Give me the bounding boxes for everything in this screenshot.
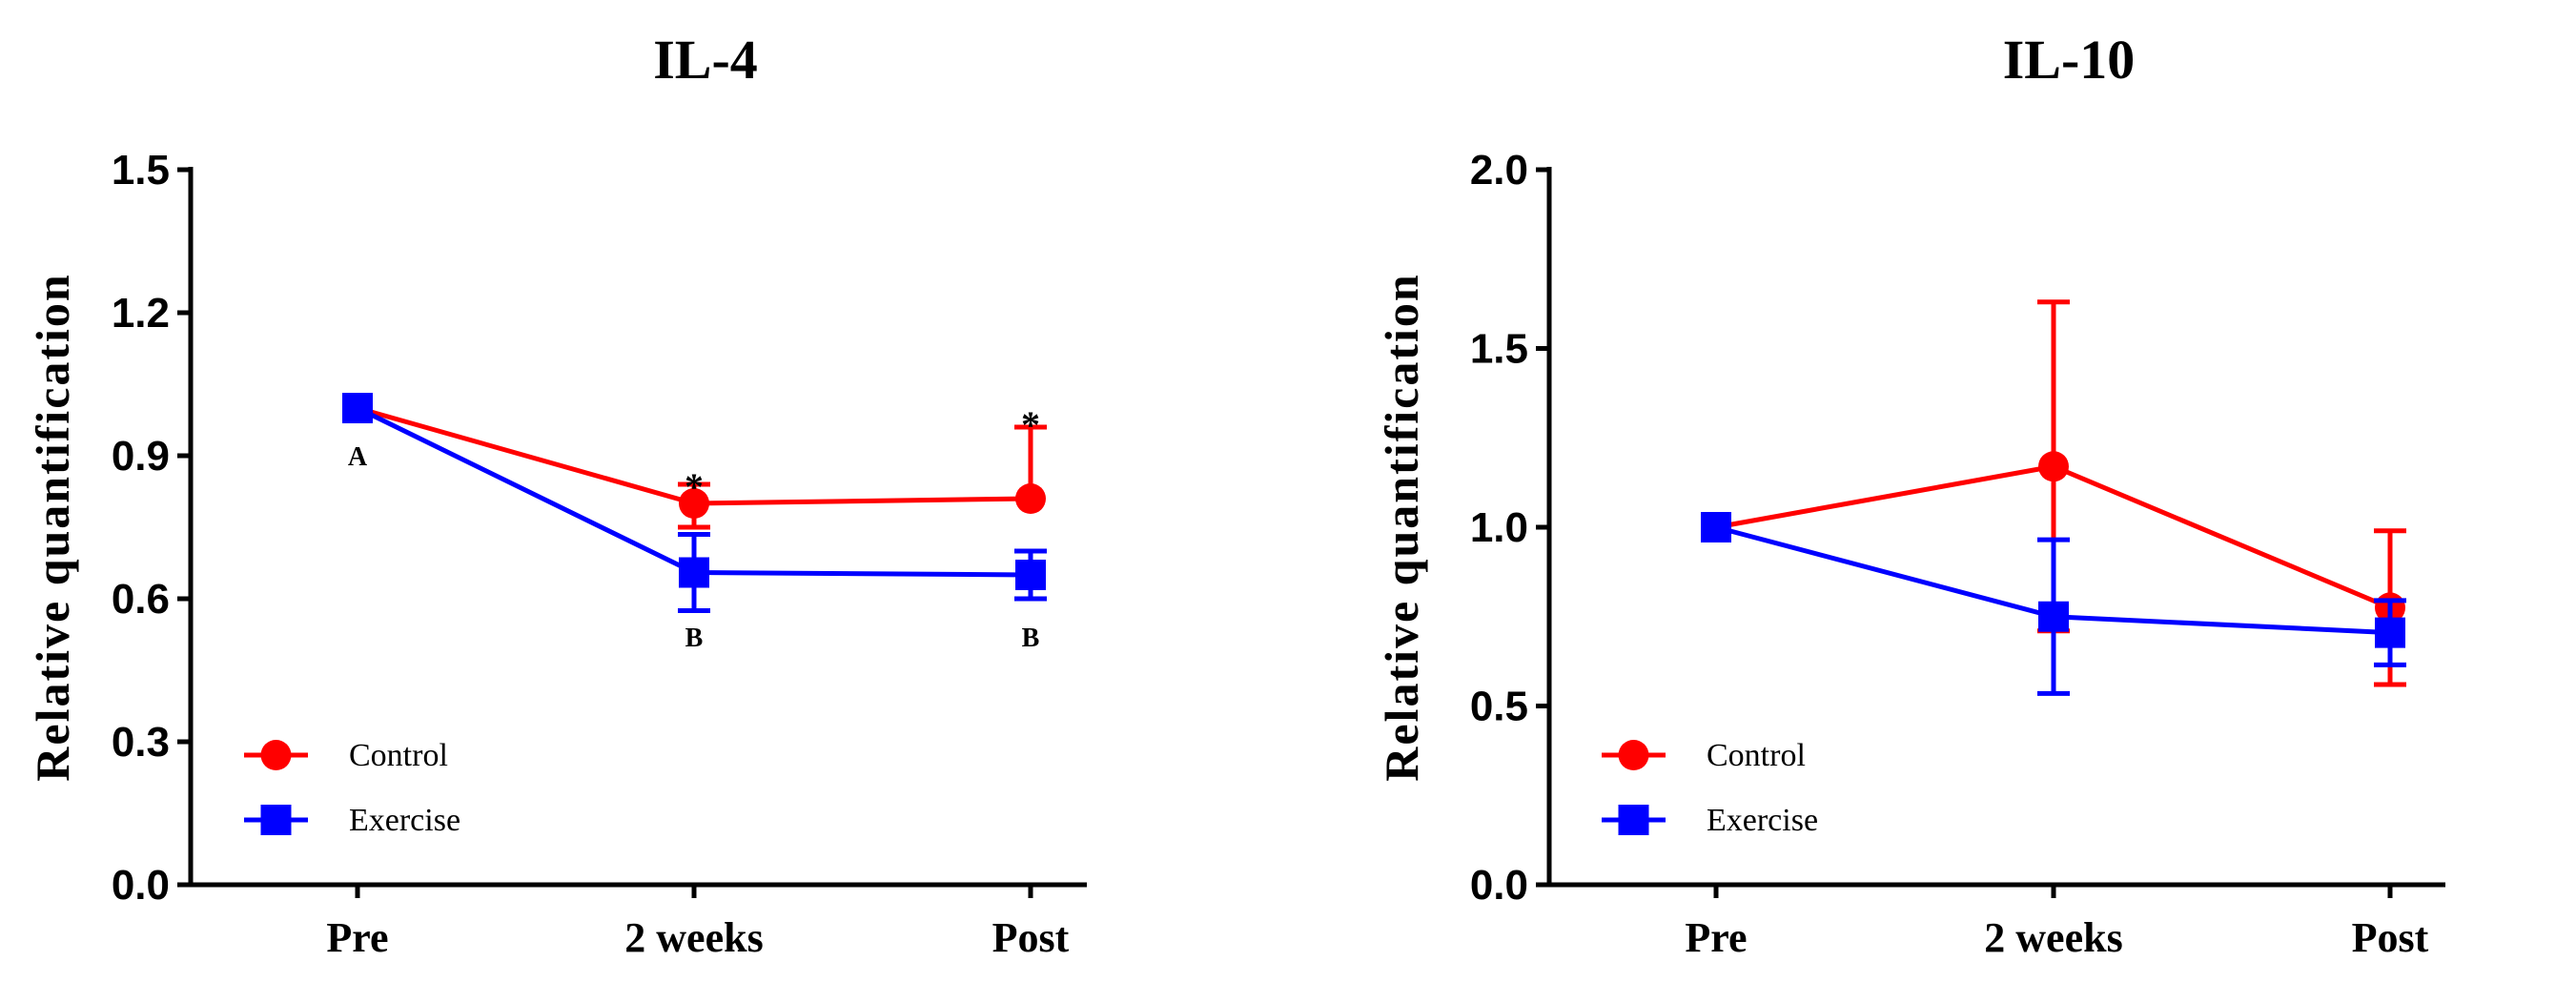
- legend-label: Exercise: [349, 803, 460, 838]
- legend-marker: [260, 740, 292, 770]
- legend-label: Control: [1707, 738, 1806, 773]
- x-tick-label: Post: [2352, 914, 2429, 961]
- series-exercise: [342, 393, 1047, 613]
- legend-label: Exercise: [1707, 803, 1818, 838]
- significance-star: *: [685, 465, 704, 508]
- data-point: [2038, 601, 2069, 632]
- y-tick-label: 0.9: [112, 433, 170, 480]
- y-axis-label: Relative quantification: [26, 273, 79, 781]
- data-point: [679, 557, 709, 588]
- data-point: [679, 488, 709, 519]
- x-tick-label: Pre: [326, 914, 388, 961]
- y-tick-label: 0.5: [1470, 684, 1528, 730]
- data-point: [1015, 483, 1046, 514]
- chart-title: IL-10: [2003, 29, 2136, 91]
- y-axis-label: Relative quantification: [1375, 273, 1428, 781]
- data-point: [1015, 560, 1046, 590]
- il4-chart: IL-4 Relative quantification 0.0 0.3 0.6 0.9 1…: [26, 29, 1087, 961]
- data-point: [1701, 512, 1731, 542]
- group-letter: B: [685, 624, 704, 653]
- legend: Control Exercise: [1602, 738, 1818, 838]
- x-tick-label: Post: [992, 914, 1070, 961]
- y-tick-label: 0.0: [112, 862, 170, 909]
- x-tick-label: 2 weeks: [624, 914, 763, 961]
- y-tick-label: 0.6: [112, 576, 170, 623]
- group-letter: B: [1022, 624, 1040, 653]
- legend-marker: [1618, 740, 1649, 770]
- legend-label: Control: [349, 738, 448, 773]
- x-tick-label: Pre: [1685, 914, 1747, 961]
- y-tick-label: 1.5: [1470, 326, 1528, 373]
- data-point: [342, 393, 373, 423]
- chart-title: IL-4: [653, 29, 758, 91]
- y-tick-label: 1.2: [112, 290, 170, 337]
- x-tick-label: 2 weeks: [1984, 914, 2122, 961]
- y-tick-label: 0.3: [112, 719, 170, 766]
- data-point: [2375, 617, 2405, 648]
- y-tick-label: 1.0: [1470, 504, 1528, 551]
- legend: Control Exercise: [244, 738, 460, 838]
- legend-marker: [1618, 805, 1649, 835]
- series-exercise: [1701, 512, 2406, 696]
- group-letter: A: [348, 442, 368, 472]
- data-point: [2038, 451, 2069, 482]
- y-tick-label: 0.0: [1470, 862, 1528, 909]
- il10-chart: IL-10 Relative quantification 0.0 0.5 1.0 1.5…: [1375, 29, 2445, 961]
- y-tick-label: 2.0: [1470, 147, 1528, 194]
- y-tick-label: 1.5: [112, 147, 170, 194]
- legend-marker: [260, 805, 292, 835]
- significance-star: *: [1021, 403, 1040, 446]
